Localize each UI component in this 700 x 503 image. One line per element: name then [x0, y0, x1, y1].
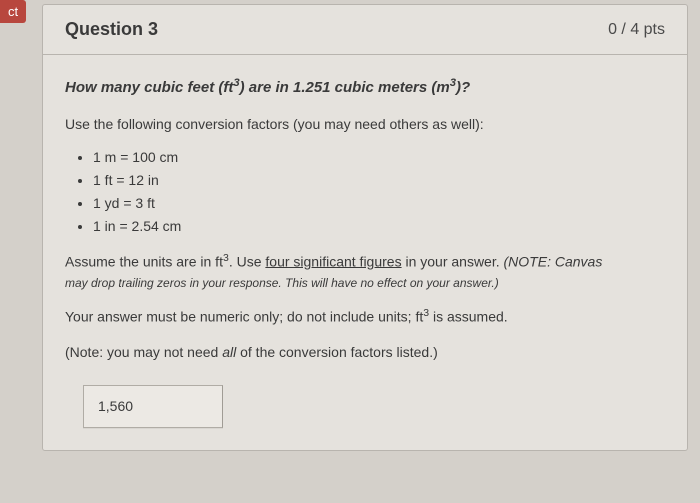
assume-post: in your answer.	[402, 253, 504, 269]
question-body: How many cubic feet (ft3) are in 1.251 c…	[43, 55, 687, 450]
may-note: (Note: you may not need all of the conve…	[65, 342, 665, 363]
question-title: Question 3	[65, 19, 158, 40]
note-small: may drop trailing zeros in your response…	[65, 274, 665, 292]
prompt-text-post: )?	[456, 79, 470, 96]
numeric-post: is assumed.	[429, 309, 508, 325]
prompt-text-mid: ) are in 1.251 cubic meters (m	[240, 79, 450, 96]
question-points: 0 / 4 pts	[608, 21, 665, 39]
answer-row: 1,560	[83, 385, 665, 428]
assume-underlined: four significant figures	[265, 253, 401, 269]
numeric-note: Your answer must be numeric only; do not…	[65, 306, 665, 328]
may-italic: all	[222, 344, 236, 360]
conversion-factor-item: 1 in = 2.54 cm	[93, 216, 665, 237]
prompt-sub: Use the following conversion factors (yo…	[65, 114, 665, 135]
question-prompt: How many cubic feet (ft3) are in 1.251 c…	[65, 75, 665, 100]
assume-note-label: (NOTE: Canvas	[504, 253, 603, 269]
may-post: of the conversion factors listed.)	[236, 344, 438, 360]
assume-mid: . Use	[229, 253, 266, 269]
assume-pre: Assume the units are in ft	[65, 253, 223, 269]
answer-input[interactable]: 1,560	[83, 385, 223, 428]
conversion-factor-item: 1 m = 100 cm	[93, 147, 665, 168]
numeric-pre: Your answer must be numeric only; do not…	[65, 309, 423, 325]
side-tab-label: ct	[8, 4, 18, 19]
question-header: Question 3 0 / 4 pts	[43, 5, 687, 55]
question-card: Question 3 0 / 4 pts How many cubic feet…	[42, 4, 688, 451]
conversion-factor-list: 1 m = 100 cm 1 ft = 12 in 1 yd = 3 ft 1 …	[65, 147, 665, 237]
conversion-factor-item: 1 ft = 12 in	[93, 170, 665, 191]
may-pre: (Note: you may not need	[65, 344, 222, 360]
prompt-text-pre: How many cubic feet (ft	[65, 79, 233, 96]
assume-line: Assume the units are in ft3. Use four si…	[65, 251, 665, 273]
conversion-factor-item: 1 yd = 3 ft	[93, 193, 665, 214]
side-tab-incorrect: ct	[0, 0, 26, 23]
